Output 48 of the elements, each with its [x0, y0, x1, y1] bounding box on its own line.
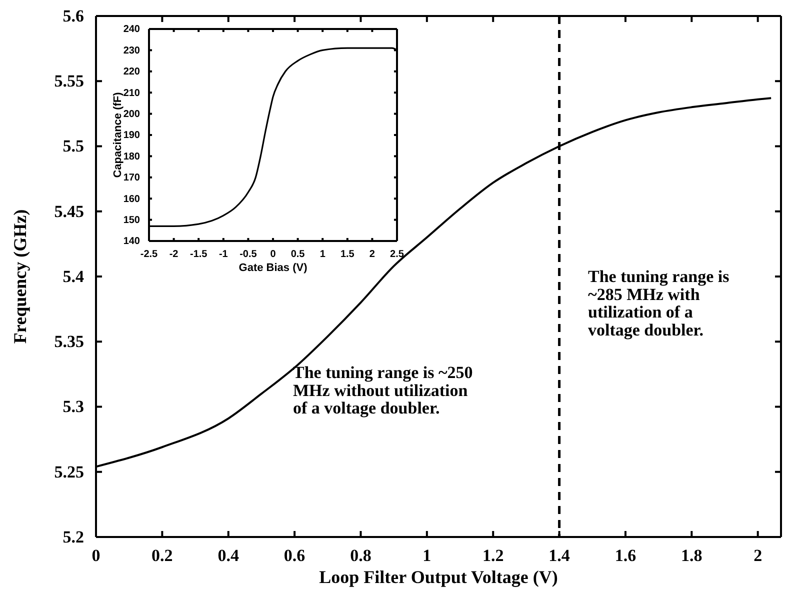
x-tick-label: 1	[320, 249, 326, 260]
y-tick-label: 210	[123, 88, 140, 99]
annotation: The tuning range is ~250 MHz without utilization of a voltage doubler.	[293, 363, 473, 418]
y-tick-label: 5.4	[62, 266, 84, 286]
x-tick-label: 1.5	[340, 249, 355, 260]
x-tick-label: 1.4	[548, 546, 570, 566]
y-tick-label: 5.25	[54, 462, 84, 482]
x-tick-label: 1.8	[681, 546, 702, 566]
x-tick-label: 2	[369, 249, 376, 260]
y-tick-label: 160	[123, 194, 140, 205]
x-tick-label: -2	[169, 249, 179, 260]
x-tick-label: 2	[754, 546, 762, 566]
x-tick-label: 0.2	[152, 546, 173, 566]
y-tick-label: 190	[123, 130, 140, 142]
y-tick-label: 5.6	[62, 6, 84, 26]
y-tick-label: 220	[123, 66, 140, 78]
annotation: The tuning range is ~285 MHz with utilization of a voltage doubler.	[588, 267, 730, 340]
y-tick-label: 5.5	[62, 136, 84, 156]
x-tick-label: -2.5	[140, 249, 158, 260]
x-tick-label: 0	[270, 249, 276, 260]
x-axis-title: Loop Filter Output Voltage (V)	[319, 567, 558, 587]
y-axis-title: Capacitance (fF)	[112, 92, 124, 178]
y-tick-label: 150	[123, 215, 140, 226]
x-tick-label: 1.2	[482, 546, 504, 566]
y-tick-label: 140	[123, 236, 140, 248]
x-tick-label: 1.6	[614, 546, 636, 566]
y-axis-title: Frequency (GHz)	[10, 209, 30, 344]
y-tick-label: 180	[123, 151, 140, 162]
y-tick-label: 240	[123, 24, 140, 36]
x-tick-label: 0.4	[218, 546, 240, 566]
x-tick-label: 1	[422, 546, 432, 566]
x-tick-label: -1.5	[190, 249, 208, 260]
y-tick-label: 5.35	[54, 332, 84, 352]
x-tick-label: 0	[92, 546, 100, 566]
y-tick-label: 5.2	[62, 527, 84, 546]
x-tick-label: -0.5	[240, 249, 258, 260]
y-tick-label: 170	[123, 172, 140, 184]
x-tick-label: 2.5	[390, 249, 404, 260]
x-tick-label: 0.6	[284, 546, 306, 566]
y-tick-label: 5.3	[62, 397, 84, 416]
x-tick-label: 0.8	[350, 546, 372, 566]
x-tick-label: 0.5	[290, 249, 306, 260]
y-tick-label: 5.55	[54, 72, 84, 91]
x-tick-label: -1	[218, 249, 228, 260]
y-tick-label: 230	[123, 45, 140, 56]
x-axis-title: Gate Bias (V)	[238, 262, 308, 274]
y-tick-label: 5.45	[54, 202, 84, 221]
y-tick-label: 200	[123, 109, 140, 120]
